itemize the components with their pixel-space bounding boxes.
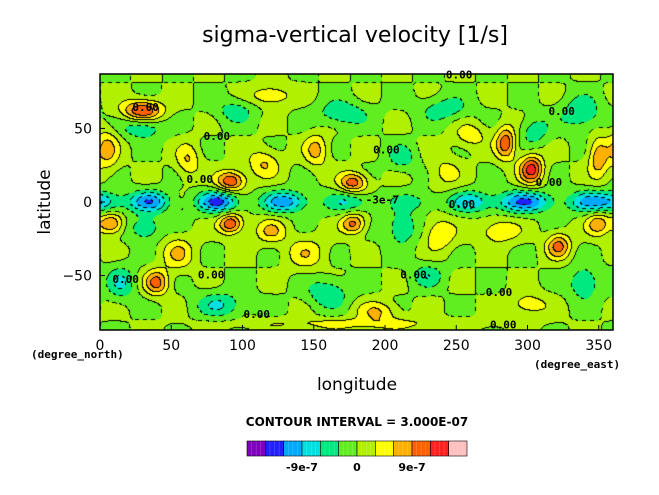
x-axis: 0 50 100 150 200 250 300 350 [96,325,612,354]
x-axis-title: longitude [317,375,397,395]
contour-label: 0.00 [548,105,575,118]
contour-label: 0.00 [490,319,517,332]
contour-label: 0.00 [132,101,159,114]
contour-interval-label: CONTOUR INTERVAL = 3.000E-07 [246,415,468,429]
x-tick-label: 150 [300,338,327,354]
x-tick-label: 0 [96,338,105,354]
contour-label: 0.00 [446,68,473,81]
contour-label: 0.00 [112,273,139,286]
y-tick-label: 50 [74,121,92,137]
x-tick-label: 100 [229,338,256,354]
colorbar-segment [448,440,468,457]
heatmap-field [100,74,613,330]
x-tick-label: 200 [372,338,399,354]
x-axis-units: (degree_east) [534,358,620,371]
contour-label: 0.00 [244,308,271,321]
colorbar-tick-label: -9e-7 [286,461,318,474]
colorbar-tick-label: 9e-7 [398,461,425,474]
y-tick-label: −50 [62,269,92,285]
contour-label: 0.00 [204,130,231,143]
contour-label: 0.00 [536,176,563,189]
y-tick-label: 0 [83,195,92,211]
x-tick-label: 250 [443,338,470,354]
chart-title: sigma-vertical velocity [1/s] [202,23,508,48]
x-tick-label: 350 [585,338,612,354]
y-axis: 50 0 −50 [62,121,105,285]
contour-label: 0.00 [400,269,427,282]
contour-label: 0.00 [486,286,513,299]
contour-label: 0.00 [373,143,400,156]
colorbar: -9e-7 0 9e-7 [246,440,468,474]
contour-label: -3e-7 [366,193,399,206]
colorbar-tick-label: 0 [353,461,361,474]
contour-label: 0.00 [198,269,225,282]
y-axis-title: latitude [35,169,55,234]
contour-label: 0.00 [449,198,476,211]
y-axis-units: (degree_north) [31,348,124,361]
contour-labels: 0.00 0.00 0.00 0.00 0.00 0.00 0.00 0.00 0.00 0.00… [112,68,575,331]
contour-label: 0.00 [187,173,214,186]
x-tick-label: 50 [162,338,180,354]
x-tick-label: 300 [514,338,541,354]
